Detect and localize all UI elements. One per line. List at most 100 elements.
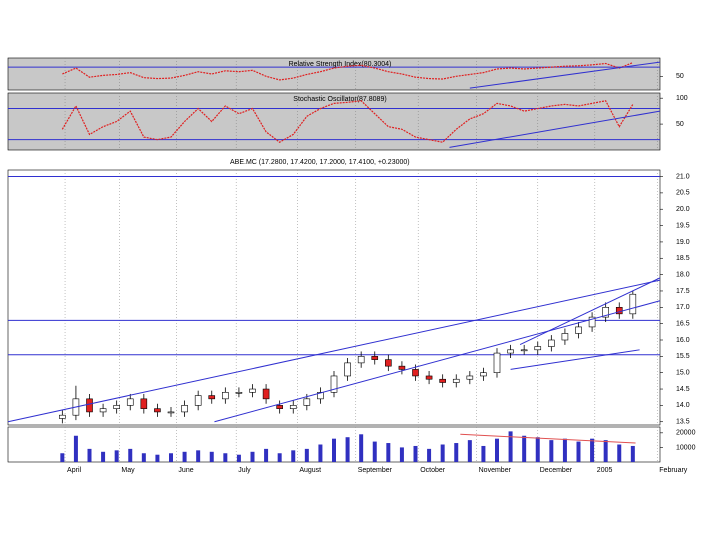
volume-bar [101,451,106,462]
trend-line [449,110,661,148]
candle-body [86,398,93,413]
volume-bar [73,435,78,462]
volume-bar [562,438,567,462]
candle-body [575,326,582,334]
volume-bar [236,454,241,462]
y-tick-label: 19.0 [676,239,690,246]
y-tick-label: 18.0 [676,271,690,278]
price-panel [7,169,661,426]
x-tick-label: November [479,467,512,474]
candle-body [276,405,283,409]
panel-title: Relative Strength Index(80.3004) [289,61,392,68]
y-tick-label: 10000 [676,444,696,451]
candle-body [249,388,256,393]
x-tick-label: February [659,467,688,474]
volume-bar [372,441,377,462]
volume-bar [182,451,187,462]
volume-bar [291,450,296,462]
x-tick-label: October [420,467,446,474]
y-tick-label: 20000 [676,430,696,437]
volume-bar [399,447,404,462]
y-tick-label: 16.5 [676,320,690,327]
y-tick-label: 50 [676,73,684,80]
volume-bar [155,454,160,462]
y-tick-label: 100 [676,95,688,102]
y-tick-label: 20.0 [676,206,690,213]
candle-body [140,398,148,409]
y-tick-label: 13.5 [676,419,690,426]
candle-body [561,333,569,341]
volume-bar [332,438,336,462]
x-tick-label: 2005 [597,467,613,474]
y-tick-label: 17.5 [676,288,690,295]
y-tick-label: 50 [676,121,684,128]
indicator-line [62,62,634,81]
volume-bar [522,435,527,462]
y-tick-label: 20.5 [676,190,690,197]
candle-body [330,375,338,393]
candle-body [222,392,229,400]
volume-bar [318,444,323,462]
candle-body [480,372,487,377]
y-tick-label: 15.5 [676,353,690,360]
volume-bar [196,450,201,462]
trend-line [510,349,640,370]
x-tick-label: April [67,467,81,474]
volume-bar [549,440,554,462]
volume-bar [617,444,622,462]
candle-body [126,398,134,406]
candle-body [629,293,637,315]
candle-body [59,414,66,419]
panel-title: ABE.MC (17.2800, 17.4200, 17.2000, 17.41… [230,159,410,166]
candle-body [371,356,379,360]
candle-body [208,395,216,400]
y-tick-label: 17.0 [676,304,690,311]
candle-body [534,346,542,351]
volume-bar [495,438,499,462]
candle-body [235,392,243,394]
candle-body [262,388,270,400]
candle-body [167,411,175,414]
candle-body [317,392,324,400]
volume-bar [304,448,309,462]
candle-body [439,378,446,383]
panel-title: Stochastic Oscillator(87.8089) [293,96,386,103]
candle-body [452,378,460,383]
candle-body [507,349,514,354]
y-tick-label: 21.0 [676,173,690,180]
y-tick-label: 14.0 [676,402,690,409]
y-tick-label: 16.0 [676,337,690,344]
volume-bar [535,437,540,462]
x-tick-label: August [299,467,321,474]
volume-bar [209,451,214,462]
trend-line [460,433,636,444]
candle-body [548,339,555,347]
y-tick-label: 18.5 [676,255,690,262]
volume-bar [590,438,595,462]
trend-line [7,279,661,423]
volume-bar [386,443,391,462]
candle-body [398,365,406,370]
candle-body [412,369,419,377]
candle-body [520,349,528,352]
volume-bar [576,441,581,462]
x-tick-label: September [358,467,393,474]
x-tick-label: May [121,467,135,474]
volume-bar [427,448,432,462]
candle-body [181,405,188,413]
y-tick-label: 19.5 [676,222,690,229]
volume-bar [440,444,445,462]
candle-body [99,408,107,413]
volume-bar [87,448,92,462]
volume-bar [114,450,119,462]
candle-body [303,398,311,406]
candle-body [425,375,433,380]
x-tick-label: June [178,467,193,474]
candle-body [602,307,609,318]
candle-body [113,405,120,409]
indicator-line [61,100,634,143]
candle-body [466,375,474,380]
candle-body [385,359,392,367]
volume-bar [630,445,635,462]
volume-bar [223,453,228,462]
